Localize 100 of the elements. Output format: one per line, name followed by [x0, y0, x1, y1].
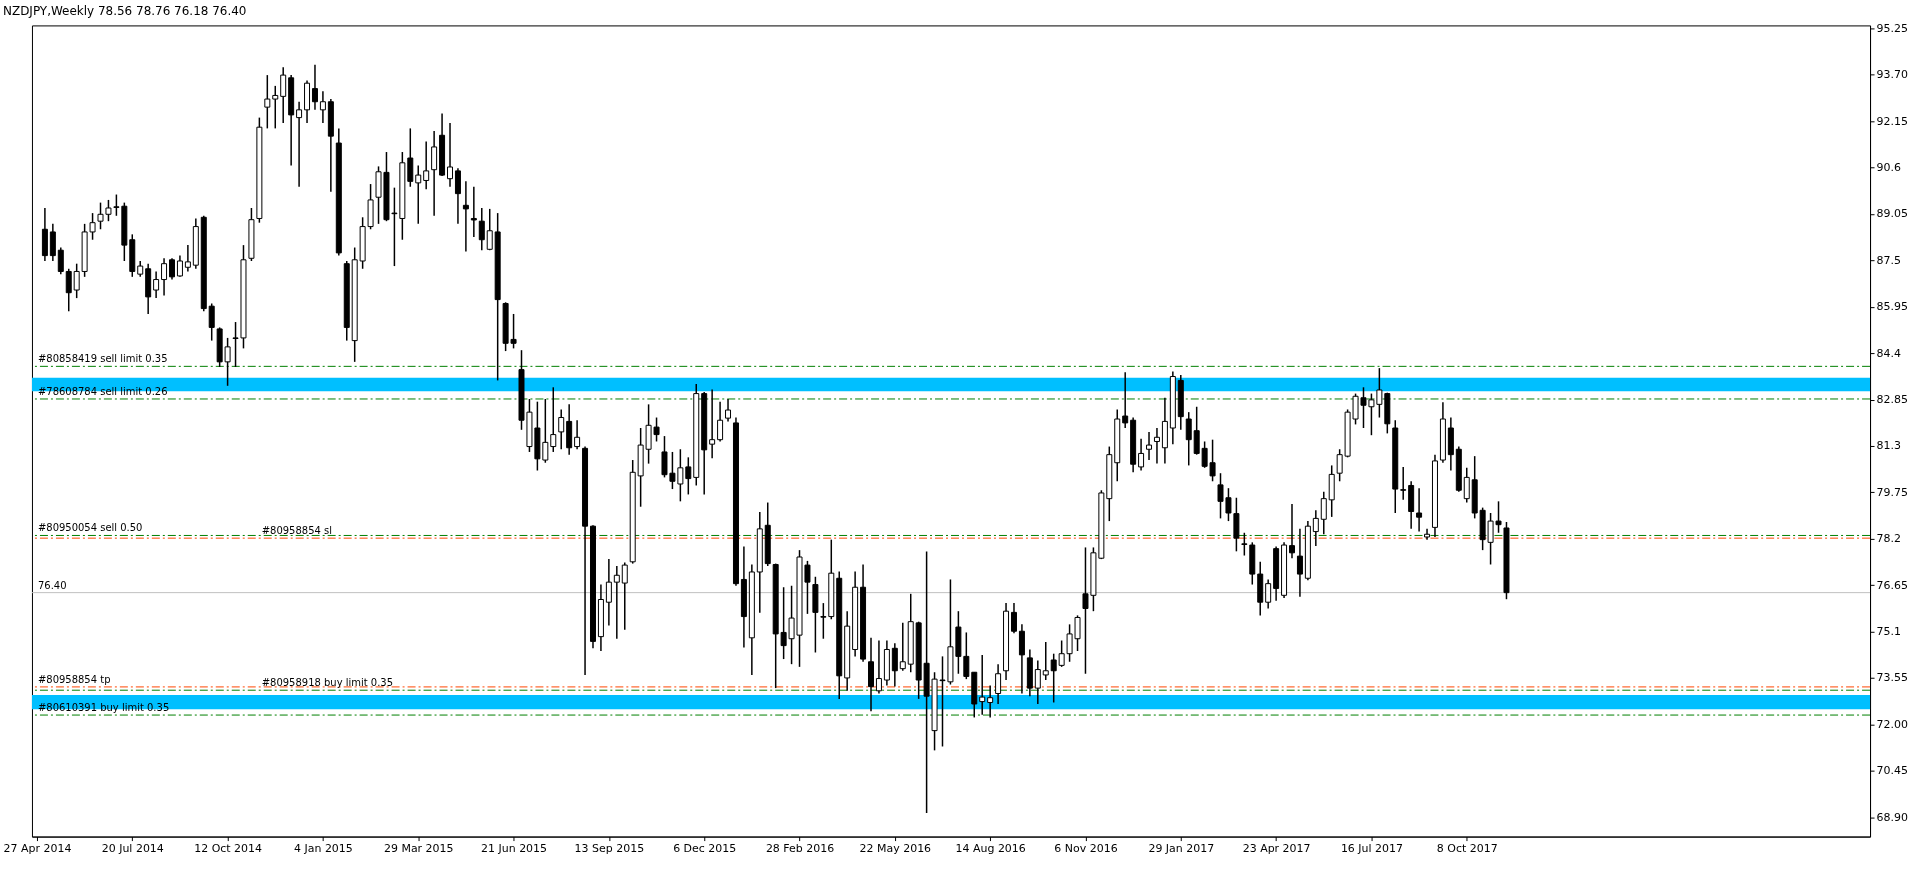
- candlestick: [979, 654, 986, 716]
- candlestick: [311, 63, 318, 111]
- candlestick: [1138, 438, 1145, 472]
- x-tick-label: 21 Jun 2015: [481, 842, 548, 856]
- candlestick: [1296, 528, 1303, 598]
- candlestick: [57, 246, 64, 275]
- candlestick: [65, 268, 72, 313]
- y-tick-label: 68.90: [1876, 810, 1908, 824]
- ref-line-label: #80958854 tp: [37, 673, 111, 685]
- x-tick-label: 23 Apr 2017: [1242, 842, 1311, 856]
- candlestick: [486, 208, 493, 251]
- candlestick: [875, 639, 882, 695]
- candlestick: [1416, 487, 1423, 533]
- candlestick: [447, 122, 454, 188]
- candlestick: [415, 164, 422, 225]
- x-tick-label: 16 Jul 2017: [1340, 842, 1403, 856]
- y-tick-label: 72.00: [1876, 717, 1908, 731]
- candlestick: [1042, 641, 1049, 681]
- candlestick: [264, 74, 271, 130]
- candlestick: [550, 386, 557, 453]
- y-tick-label: 73.55: [1876, 671, 1908, 685]
- candlestick: [709, 388, 716, 459]
- candlestick: [1463, 467, 1470, 504]
- y-tick-label: 78.2: [1876, 532, 1901, 546]
- y-tick-label: 76.65: [1876, 578, 1908, 592]
- candlestick: [820, 602, 827, 640]
- x-tick-label: 29 Mar 2015: [383, 842, 454, 856]
- candlestick: [891, 642, 898, 688]
- y-tick-label: 93.70: [1876, 68, 1908, 82]
- candlestick: [1320, 491, 1327, 536]
- candlestick: [574, 419, 581, 451]
- candlestick: [995, 663, 1002, 705]
- candlestick: [1241, 532, 1248, 557]
- candlestick: [296, 101, 303, 188]
- candlestick: [1122, 371, 1129, 429]
- x-tick-label: 6 Dec 2015: [673, 842, 737, 856]
- y-tick-label: 70.45: [1876, 764, 1908, 778]
- x-tick-label: 29 Jan 2017: [1148, 842, 1215, 856]
- candlestick: [1010, 602, 1017, 635]
- candlestick: [161, 257, 168, 297]
- y-tick-label: 82.85: [1876, 393, 1908, 407]
- y-tick-label: 92.15: [1876, 114, 1908, 128]
- x-tick-label: 20 Jul 2014: [101, 842, 164, 856]
- ref-line-label: #80958918 buy limit 0.35: [261, 677, 394, 689]
- candlestick: [613, 565, 620, 640]
- candlestick: [407, 127, 414, 188]
- candlestick: [621, 561, 628, 631]
- y-tick-label: 85.95: [1876, 300, 1908, 314]
- candlestick: [169, 257, 175, 281]
- y-tick-label: 84.4: [1876, 346, 1901, 360]
- y-tick-label: 81.3: [1876, 439, 1901, 453]
- candlestick: [454, 167, 461, 225]
- candlestick: [272, 85, 279, 130]
- candlestick: [462, 180, 469, 253]
- x-tick-label: 14 Aug 2016: [955, 842, 1026, 856]
- x-tick-label: 12 Oct 2014: [194, 842, 263, 856]
- x-tick-label: 13 Sep 2015: [574, 842, 645, 856]
- candlestick: [49, 223, 56, 262]
- candlestick: [1400, 466, 1407, 501]
- y-tick-label: 75.1: [1876, 625, 1901, 639]
- y-tick-label: 89.05: [1876, 207, 1908, 221]
- candlestick: [1312, 509, 1319, 547]
- y-tick-label: 87.5: [1876, 253, 1901, 267]
- chart-title: NZDJPY,Weekly 78.56 78.76 76.18 76.40: [2, 4, 247, 19]
- y-tick-label: 79.75: [1876, 485, 1908, 499]
- candlestick: [319, 90, 326, 124]
- candlestick: [423, 140, 430, 190]
- candlestick: [605, 558, 612, 627]
- ref-line-label: 76.40: [37, 579, 67, 591]
- candlestick: [717, 400, 724, 443]
- x-tick-label: 27 Apr 2014: [3, 842, 72, 856]
- candlestick: [470, 186, 477, 238]
- candlestick: [280, 66, 287, 124]
- candlestick: [1153, 427, 1160, 465]
- x-tick-label: 8 Oct 2017: [1436, 842, 1498, 856]
- candlestick: [1289, 503, 1295, 559]
- candlestick: [899, 622, 906, 672]
- y-tick-label: 95.25: [1876, 21, 1908, 35]
- candlestick: [153, 270, 160, 299]
- candlestick: [1146, 431, 1153, 461]
- candlestick: [725, 398, 732, 423]
- candlestick: [1034, 659, 1041, 705]
- candlestick: [208, 302, 215, 342]
- x-tick-label: 6 Nov 2016: [1054, 842, 1118, 856]
- x-tick-label: 4 Jan 2015: [294, 842, 353, 856]
- candlestick: [478, 207, 485, 251]
- candlestick: [558, 408, 565, 451]
- candlestick: [184, 244, 191, 273]
- candlestick: [176, 254, 183, 278]
- ref-line-label: #80858419 sell limit 0.35: [37, 353, 168, 365]
- y-tick-label: 90.6: [1876, 161, 1901, 175]
- x-tick-label: 28 Feb 2016: [765, 842, 835, 856]
- x-tick-label: 22 May 2016: [859, 842, 932, 856]
- candlestick: [987, 684, 994, 719]
- candlestick: [1265, 578, 1272, 610]
- ref-line-label: #80958854 sl: [261, 525, 332, 537]
- candlestick: [1185, 411, 1192, 467]
- ref-line-label: #80950054 sell 0.50: [37, 522, 143, 534]
- candlestick: [431, 130, 438, 217]
- candlestick: [1018, 623, 1025, 695]
